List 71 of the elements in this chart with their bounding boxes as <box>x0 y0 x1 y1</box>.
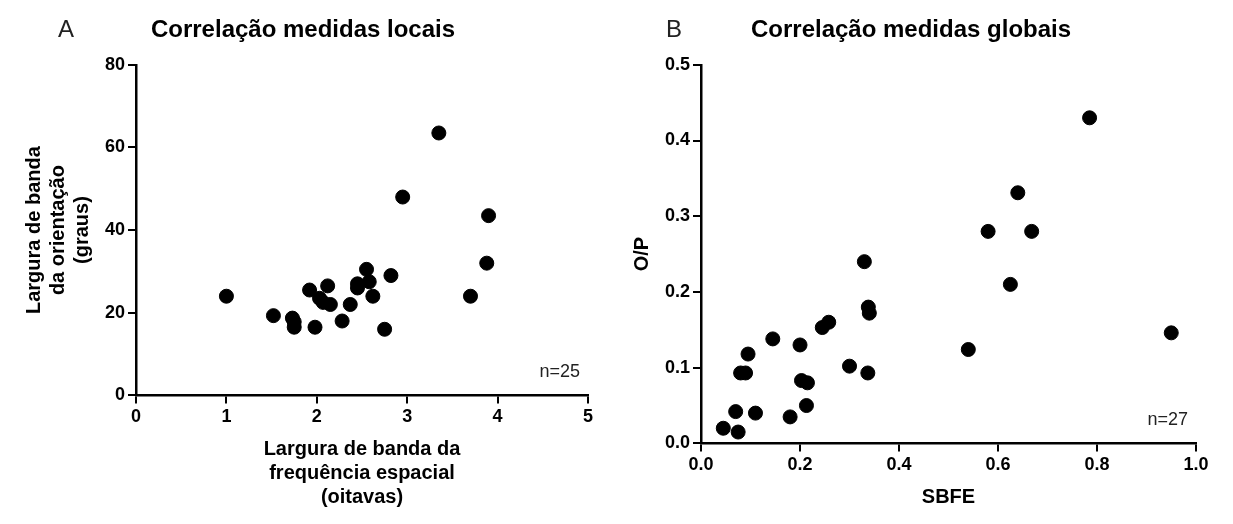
point <box>365 288 381 304</box>
point <box>431 125 447 141</box>
x-axis-title: SBFE <box>921 484 976 507</box>
y-tick-label: 80 <box>104 53 126 74</box>
x-tick-label: 0.0 <box>688 454 714 475</box>
point <box>730 424 746 440</box>
y-tick-label: 0.3 <box>664 205 691 226</box>
point <box>302 282 318 298</box>
point <box>218 288 234 304</box>
point <box>740 346 756 362</box>
point <box>799 375 815 391</box>
x-axis-title: Largura de banda da frequência espacial (oitavas) <box>263 436 462 507</box>
point <box>856 254 872 270</box>
y-tick-label: 0.5 <box>664 53 691 74</box>
point <box>1010 185 1026 201</box>
x-tick-label: 4 <box>492 406 503 427</box>
point <box>395 189 411 205</box>
point <box>1024 223 1040 239</box>
point <box>334 313 350 329</box>
chart-title: Correlação medidas locais <box>150 15 456 43</box>
point <box>361 274 377 290</box>
x-tick-label: 3 <box>402 406 413 427</box>
x-tick-label: 0.4 <box>886 454 912 475</box>
point <box>383 268 399 284</box>
y-tick-label: 0.2 <box>664 280 691 301</box>
point <box>728 404 744 420</box>
x-tick-label: 1 <box>221 406 232 427</box>
point <box>1082 110 1098 126</box>
x-tick-label: 0 <box>131 406 142 427</box>
text: B <box>666 14 683 42</box>
point <box>342 296 358 312</box>
x-tick-label: 2 <box>311 406 322 427</box>
annotation: n=25 <box>539 361 580 382</box>
y-tick-label: 0 <box>115 384 126 405</box>
point <box>765 331 781 347</box>
point <box>792 337 808 353</box>
y-tick-label: 20 <box>104 301 126 322</box>
y-tick-label: 0.4 <box>664 129 691 150</box>
text: A <box>58 14 75 42</box>
x-tick-label: 1.0 <box>1183 454 1209 475</box>
point <box>960 342 976 358</box>
point <box>265 308 281 324</box>
point <box>782 409 798 425</box>
annotation: n=27 <box>1147 409 1188 430</box>
point <box>462 288 478 304</box>
point <box>320 278 336 294</box>
y-tick-label: 40 <box>104 219 126 240</box>
y-tick-label: 0.0 <box>664 432 691 453</box>
point <box>377 321 393 337</box>
y-axis-title: O/P <box>629 236 652 272</box>
point <box>860 365 876 381</box>
point <box>1163 325 1179 341</box>
y-axis-title: Largura de banda da orientação (graus) <box>21 145 92 315</box>
x-tick-label: 0.2 <box>787 454 813 475</box>
point <box>798 398 814 414</box>
point <box>479 255 495 271</box>
point <box>307 319 323 335</box>
y-tick-label: 60 <box>104 136 126 157</box>
point <box>980 223 996 239</box>
x-tick-label: 5 <box>582 406 594 427</box>
point <box>715 420 731 436</box>
point <box>359 261 375 277</box>
point <box>1002 276 1018 292</box>
point <box>747 405 763 421</box>
point <box>842 358 858 374</box>
chart-title: Correlação medidas globais <box>750 15 1072 43</box>
point <box>481 208 497 224</box>
x-tick-label: 0.8 <box>1084 454 1110 475</box>
x-tick-label: 0.6 <box>985 454 1011 475</box>
point <box>821 314 837 330</box>
y-tick-label: 0.1 <box>664 356 691 377</box>
